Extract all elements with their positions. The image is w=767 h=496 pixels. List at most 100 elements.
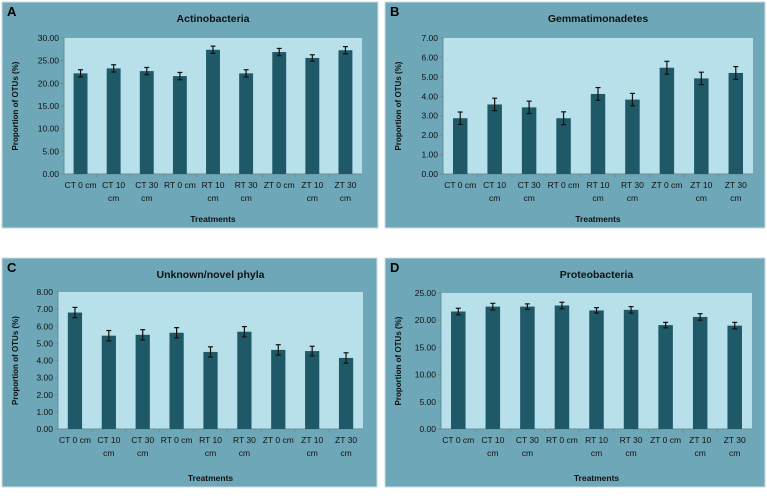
x-axis-label: Treatments bbox=[190, 214, 236, 224]
x-tick-label: ZT 10 cm bbox=[301, 180, 323, 203]
bar-zt-30-cm bbox=[338, 357, 354, 429]
bar-ct-30-cm bbox=[139, 71, 154, 174]
bar-ct-30-cm bbox=[135, 334, 150, 429]
y-tick-label: 4.00 bbox=[421, 91, 438, 101]
y-tick-label: 25.00 bbox=[415, 288, 437, 298]
bar-rt-0-cm bbox=[554, 305, 570, 429]
y-tick-label: 6.00 bbox=[36, 321, 53, 331]
x-tick-label: RT 30 cm bbox=[235, 180, 258, 203]
error-bar bbox=[698, 71, 704, 86]
x-tick-label: ZT 30 cm bbox=[334, 180, 356, 203]
bar-rt-30-cm bbox=[625, 99, 640, 174]
bar-zt-30-cm bbox=[338, 50, 353, 174]
x-tick-label: ZT 30 cm bbox=[724, 435, 746, 458]
y-tick-label: 5.00 bbox=[42, 146, 59, 156]
x-tick-label: RT 0 cm bbox=[161, 435, 193, 445]
x-tick-label: CT 10 cm bbox=[97, 435, 120, 458]
y-tick-label: 5.00 bbox=[419, 397, 436, 407]
x-tick-label: CT 0 cm bbox=[59, 435, 91, 445]
x-tick-label: CT 10 cm bbox=[102, 180, 125, 203]
bar-rt-0-cm bbox=[172, 76, 187, 174]
error-bar bbox=[343, 352, 349, 364]
error-bar bbox=[276, 47, 282, 57]
y-tick-label: 5.00 bbox=[36, 338, 53, 348]
error-bar bbox=[243, 69, 249, 78]
error-bar bbox=[78, 69, 84, 78]
error-bar bbox=[309, 345, 315, 357]
bar-rt-30-cm bbox=[237, 331, 252, 429]
x-tick-label: ZT 10 cm bbox=[690, 180, 712, 203]
error-bar bbox=[275, 344, 281, 356]
chart-panel-c: C Unknown/novel phyla 0.00 1.00 2.00 3.00 4.00… bbox=[1, 257, 378, 488]
error-bar bbox=[492, 97, 498, 112]
x-tick-label: RT 10 cm bbox=[199, 435, 222, 458]
y-axis-label: Proportion of OTUs (%) bbox=[394, 316, 403, 405]
x-tick-label: ZT 30 cm bbox=[335, 435, 357, 458]
x-tick-label: ZT 10 cm bbox=[689, 435, 711, 458]
chart-title: Proteobacteria bbox=[560, 269, 634, 281]
error-bar bbox=[697, 313, 703, 321]
bar-ct-0-cm bbox=[451, 311, 466, 429]
panel-letter: C bbox=[7, 260, 17, 275]
x-tick-label: RT 0 cm bbox=[164, 180, 196, 190]
y-tick-label: 0.00 bbox=[36, 424, 53, 434]
y-tick-label: 2.00 bbox=[36, 390, 53, 400]
bar-rt-10-cm bbox=[589, 310, 604, 429]
panel-letter: A bbox=[7, 4, 17, 19]
x-axis-label: Treatments bbox=[575, 214, 621, 224]
x-tick-label: CT 10 cm bbox=[481, 435, 504, 458]
error-bar bbox=[524, 303, 530, 310]
error-bar bbox=[629, 92, 635, 107]
error-bar bbox=[457, 111, 463, 126]
bar-zt-30-cm bbox=[727, 325, 742, 429]
x-tick-label: CT 0 cm bbox=[444, 180, 476, 190]
x-tick-label: CT 30 cm bbox=[131, 435, 154, 458]
error-bar bbox=[490, 302, 496, 311]
x-tick-label: ZT 10 cm bbox=[301, 435, 323, 458]
bar-ct-0-cm bbox=[73, 73, 88, 174]
y-tick-label: 4.00 bbox=[36, 356, 53, 366]
error-bar bbox=[561, 111, 567, 126]
bar-zt-10-cm bbox=[305, 351, 320, 429]
x-tick-label: ZT 0 cm bbox=[651, 180, 682, 190]
y-tick-label: 8.00 bbox=[36, 287, 53, 297]
chart-panel-b: B Gemmatimonadetes 0.00 1.00 2.00 3.00 4.00 5.0… bbox=[384, 1, 766, 229]
y-tick-label: 0.00 bbox=[42, 169, 59, 179]
error-bar bbox=[628, 306, 634, 314]
bar-ct-30-cm bbox=[520, 306, 535, 429]
y-tick-label: 5.00 bbox=[421, 72, 438, 82]
x-tick-label: CT 30 cm bbox=[135, 180, 158, 203]
x-tick-label: RT 30 cm bbox=[233, 435, 256, 458]
error-bar bbox=[72, 306, 78, 319]
x-tick-label: ZT 0 cm bbox=[264, 180, 295, 190]
bar-zt-0-cm bbox=[659, 67, 675, 174]
x-tick-label: CT 0 cm bbox=[442, 435, 474, 445]
chart-title: Gemmatimonadetes bbox=[548, 13, 649, 25]
y-tick-label: 6.00 bbox=[421, 52, 438, 62]
x-tick-label: RT 0 cm bbox=[546, 435, 578, 445]
bar-ct-0-cm bbox=[67, 312, 83, 429]
x-tick-label: CT 30 cm bbox=[516, 435, 539, 458]
bar-rt-10-cm bbox=[203, 351, 218, 429]
error-bar bbox=[174, 327, 180, 339]
bar-ct-10-cm bbox=[487, 104, 502, 174]
error-bar bbox=[140, 329, 146, 341]
y-tick-label: 10.00 bbox=[415, 370, 437, 380]
y-axis-label: Proportion of OTUs (%) bbox=[11, 316, 20, 405]
bar-zt-10-cm bbox=[692, 316, 708, 429]
y-tick-label: 7.00 bbox=[36, 304, 53, 314]
bar-zt-0-cm bbox=[272, 52, 287, 175]
error-bar bbox=[595, 86, 601, 101]
y-tick-label: 20.00 bbox=[415, 315, 437, 325]
y-tick-label: 25.00 bbox=[38, 56, 60, 66]
bar-rt-30-cm bbox=[239, 73, 254, 174]
x-tick-label: ZT 30 cm bbox=[725, 180, 747, 203]
x-tick-label: CT 10 cm bbox=[483, 180, 506, 203]
error-bar bbox=[594, 307, 599, 314]
error-bar bbox=[732, 321, 738, 330]
error-bar bbox=[455, 307, 461, 316]
y-tick-label: 30.00 bbox=[38, 33, 60, 43]
y-tick-label: 7.00 bbox=[421, 33, 438, 43]
bar-ct-10-cm bbox=[485, 306, 501, 429]
chart-title: Actinobacteria bbox=[177, 13, 250, 25]
